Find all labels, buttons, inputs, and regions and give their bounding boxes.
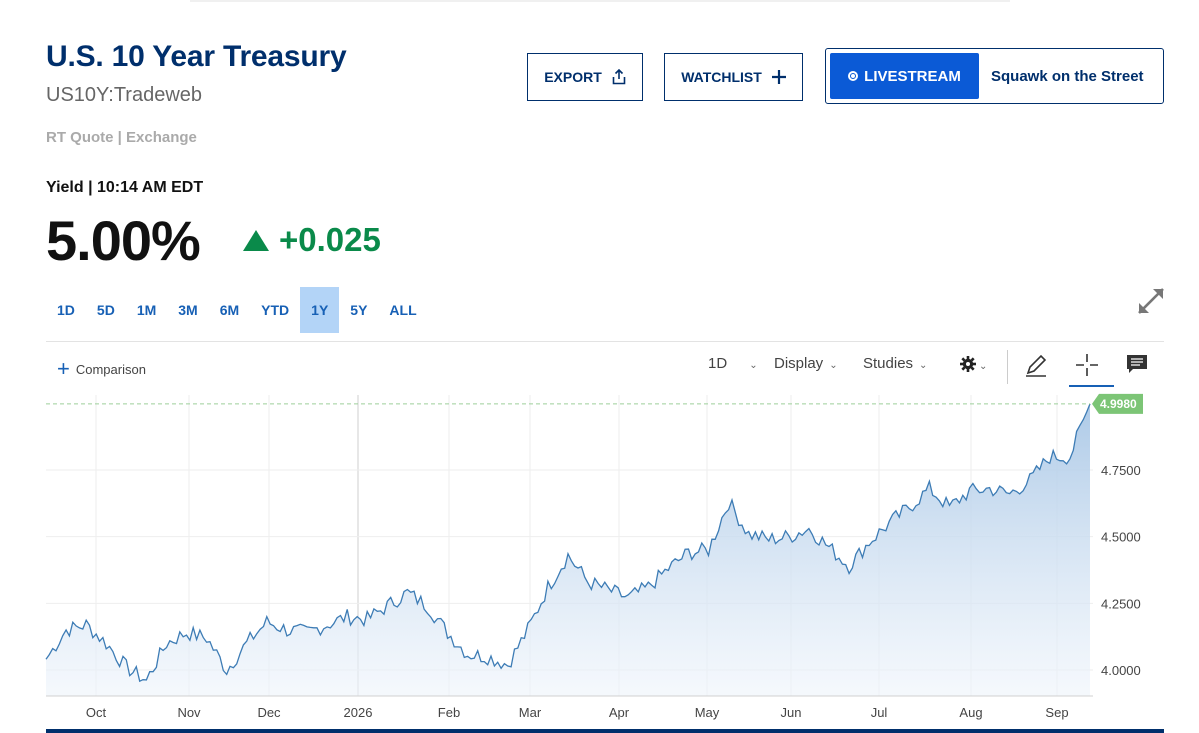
x-tick-label: Oct (86, 705, 107, 720)
chart-toolbar-divider (46, 341, 1164, 342)
comment-icon[interactable] (1124, 352, 1150, 378)
y-tick-label: 4.2500 (1101, 596, 1141, 611)
active-tool-indicator (1069, 385, 1114, 387)
livestream-show-link[interactable]: Squawk on the Street (991, 67, 1144, 85)
price-change: +0.025 (243, 221, 381, 259)
y-tick-label: 4.7500 (1101, 463, 1141, 478)
last-value-tag-shape (1092, 393, 1143, 414)
range-6m[interactable]: 6M (219, 302, 240, 318)
chevron-down-icon: ⌄ (979, 360, 988, 372)
toolbar-separator (1007, 350, 1008, 384)
share-icon (612, 69, 626, 85)
range-selector: 1D 5D 1M 3M 6M YTD 1Y 5Y ALL (46, 287, 428, 333)
x-tick-label: Feb (438, 705, 460, 720)
range-1y[interactable]: 1Y (300, 287, 340, 333)
x-axis-labels: Oct Nov Dec 2026 Feb Mar Apr May Jun Jul Aug Sep (86, 705, 1069, 720)
range-1d[interactable]: 1D (57, 302, 75, 318)
watchlist-label: WATCHLIST (681, 69, 762, 85)
watchlist-button[interactable]: WATCHLIST (664, 53, 803, 101)
crosshair-icon[interactable] (1074, 352, 1100, 378)
x-tick-label: Jul (871, 705, 888, 720)
x-tick-label: Nov (177, 705, 201, 720)
quote-timestamp: Yield | 10:14 AM EDT (46, 179, 204, 196)
bottom-rule (46, 729, 1164, 733)
x-tick-label: Sep (1045, 705, 1068, 720)
chevron-down-icon: ⌄ (919, 360, 928, 371)
expand-icon[interactable] (1135, 285, 1167, 317)
range-5y[interactable]: 5Y (350, 302, 368, 318)
live-radio-icon (848, 71, 859, 81)
chevron-down-icon: ⌄ (749, 360, 758, 371)
interval-label: 1D (708, 355, 728, 372)
plus-icon (771, 70, 786, 84)
livestream-label: LIVESTREAM (864, 67, 961, 85)
last-value-label: 4.9980 (1100, 397, 1137, 411)
export-label: EXPORT (544, 69, 602, 85)
livestream-panel: LIVESTREAM Squawk on the Street (825, 48, 1164, 104)
y-tick-label: 4.5000 (1101, 530, 1141, 545)
chevron-down-icon: ⌄ (829, 360, 838, 371)
series-line (45, 403, 1091, 683)
gear-icon (960, 356, 976, 372)
interval-dropdown[interactable]: 1D ⌄ (708, 355, 758, 372)
page-title: U.S. 10 Year Treasury (46, 40, 347, 73)
export-button[interactable]: EXPORT (527, 53, 643, 101)
plus-icon: + (57, 356, 70, 381)
area-fill (46, 403, 1090, 696)
range-1m[interactable]: 1M (136, 302, 157, 318)
x-tick-label: 2026 (344, 705, 373, 720)
x-tick-label: Mar (519, 705, 542, 720)
x-tick-label: Apr (609, 705, 630, 720)
range-5d[interactable]: 5D (96, 302, 115, 318)
x-tick-label: Aug (959, 705, 982, 720)
x-tick-label: May (695, 705, 720, 720)
livestream-button[interactable]: LIVESTREAM (830, 53, 979, 99)
up-arrow-icon (243, 229, 269, 251)
top-divider (190, 0, 1010, 2)
last-value-tag: 4.9980 (1092, 393, 1143, 414)
y-tick-label: 4.0000 (1101, 663, 1141, 678)
studies-label: Studies (863, 355, 914, 372)
comparison-button[interactable]: + Comparison (57, 356, 146, 381)
studies-dropdown[interactable]: Studies ⌄ (863, 355, 927, 372)
x-tick-label: Dec (257, 705, 281, 720)
range-3m[interactable]: 3M (178, 302, 198, 318)
display-dropdown[interactable]: Display ⌄ (774, 355, 838, 372)
comparison-label: Comparison (75, 361, 146, 377)
symbol-label: US10Y:Tradeweb (46, 84, 203, 106)
range-ytd[interactable]: YTD (261, 302, 290, 318)
settings-dropdown[interactable]: ⌄ (959, 355, 987, 373)
y-axis-labels: 4.0000 4.2500 4.5000 4.7500 (1101, 463, 1141, 678)
x-tick-label: Jun (781, 705, 802, 720)
quote-type-label: RT Quote | Exchange (46, 129, 197, 146)
range-all[interactable]: ALL (389, 302, 417, 318)
change-value: +0.025 (279, 221, 381, 258)
display-label: Display (774, 355, 824, 372)
last-price: 5.00% (46, 209, 201, 272)
pencil-icon[interactable] (1023, 352, 1049, 378)
